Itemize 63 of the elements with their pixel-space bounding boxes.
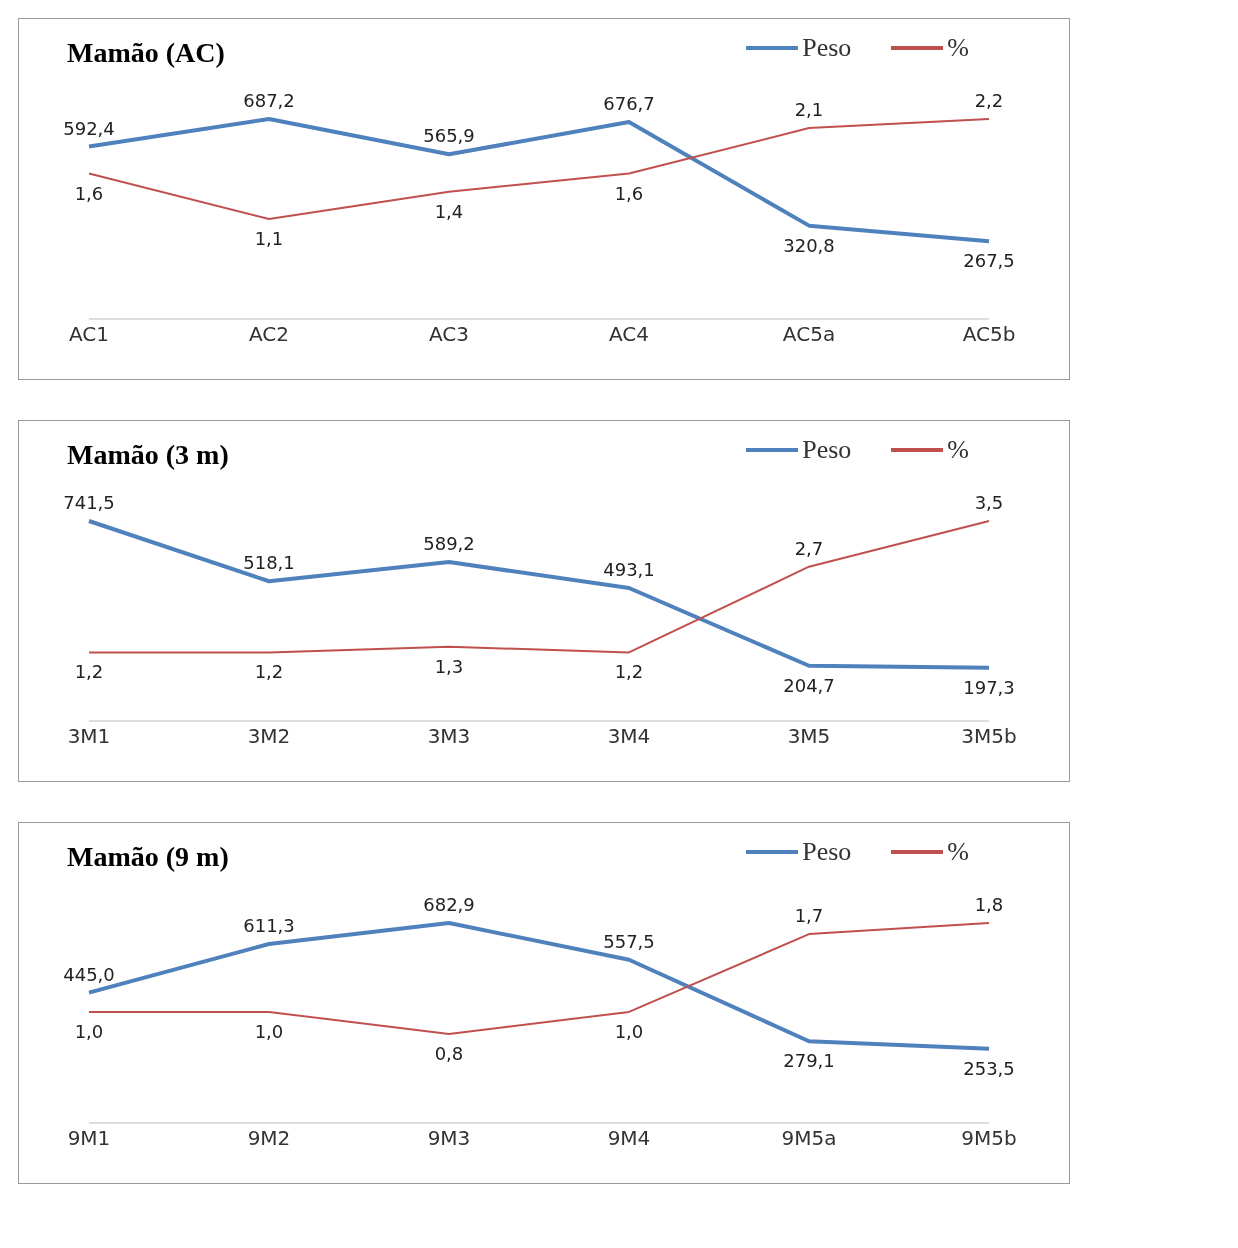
x-tick-label: 9M1: [67, 1126, 111, 1151]
data-label: 682,9: [423, 894, 475, 915]
data-label: 565,9: [423, 125, 475, 147]
data-label: 1,3: [434, 655, 464, 677]
x-tick-label: AC1: [68, 322, 110, 347]
x-tick-label: 9M3: [427, 1126, 471, 1151]
data-label: 1,6: [614, 182, 644, 204]
data-label: 2,1: [794, 99, 824, 121]
data-label: 2,7: [794, 537, 824, 559]
data-label: 3,5: [974, 492, 1004, 513]
x-tick-label: 9M5b: [961, 1126, 1017, 1151]
x-tick-label: 3M3: [427, 724, 471, 749]
data-label: 1,0: [254, 1020, 284, 1042]
data-label: 320,8: [783, 234, 835, 256]
data-label: 518,1: [243, 552, 295, 574]
x-tick-label: 3M2: [247, 724, 291, 749]
x-tick-label: AC3: [428, 322, 470, 347]
data-label: 1,7: [794, 905, 824, 927]
x-tick-label: 9M2: [247, 1126, 291, 1151]
data-label: 592,4: [63, 117, 115, 139]
data-label: 589,2: [423, 533, 475, 555]
legend-label: %: [947, 33, 969, 63]
data-label: 267,5: [963, 250, 1015, 272]
data-label: 493,1: [603, 559, 655, 580]
data-label: 676,7: [603, 93, 655, 115]
x-tick-label: 3M5: [787, 724, 831, 749]
data-label: 0,8: [434, 1043, 464, 1065]
x-tick-label: AC4: [608, 322, 650, 347]
data-label: 741,5: [63, 492, 115, 513]
data-label: 687,2: [243, 90, 295, 111]
data-label: 197,3: [963, 676, 1015, 698]
data-label: 1,1: [254, 228, 284, 249]
data-label: 445,0: [63, 963, 115, 985]
chart-title: Mamão (3 m): [67, 439, 229, 471]
data-label: 1,2: [74, 661, 104, 683]
data-label: 1,2: [614, 661, 644, 683]
legend-label: %: [947, 435, 969, 465]
chart-title: Mamão (AC): [67, 37, 225, 69]
x-tick-label: AC2: [248, 322, 290, 347]
data-label: 204,7: [783, 674, 835, 696]
data-label: 1,8: [974, 894, 1004, 915]
data-label: 279,1: [783, 1050, 835, 1072]
chart-title: Mamão (9 m): [67, 841, 229, 873]
legend-label: Peso: [802, 837, 852, 867]
data-label: 253,5: [963, 1057, 1015, 1079]
x-tick-label: 9M4: [607, 1126, 651, 1151]
x-tick-label: 3M4: [607, 724, 651, 749]
x-tick-label: 9M5a: [781, 1126, 837, 1151]
data-label: 557,5: [603, 930, 655, 952]
data-label: 2,2: [974, 90, 1004, 111]
x-tick-label: 3M5b: [961, 724, 1017, 749]
data-label: 1,6: [74, 182, 104, 204]
data-label: 1,0: [74, 1020, 104, 1042]
x-tick-label: 3M1: [67, 724, 111, 749]
data-label: 611,3: [243, 914, 295, 936]
x-tick-label: AC5a: [782, 322, 836, 347]
legend-label: Peso: [802, 435, 852, 465]
data-label: 1,4: [434, 200, 464, 222]
data-label: 1,0: [614, 1020, 644, 1042]
legend-label: %: [947, 837, 969, 867]
x-tick-label: AC5b: [962, 322, 1016, 347]
legend-label: Peso: [802, 33, 852, 63]
data-label: 1,2: [254, 661, 284, 683]
